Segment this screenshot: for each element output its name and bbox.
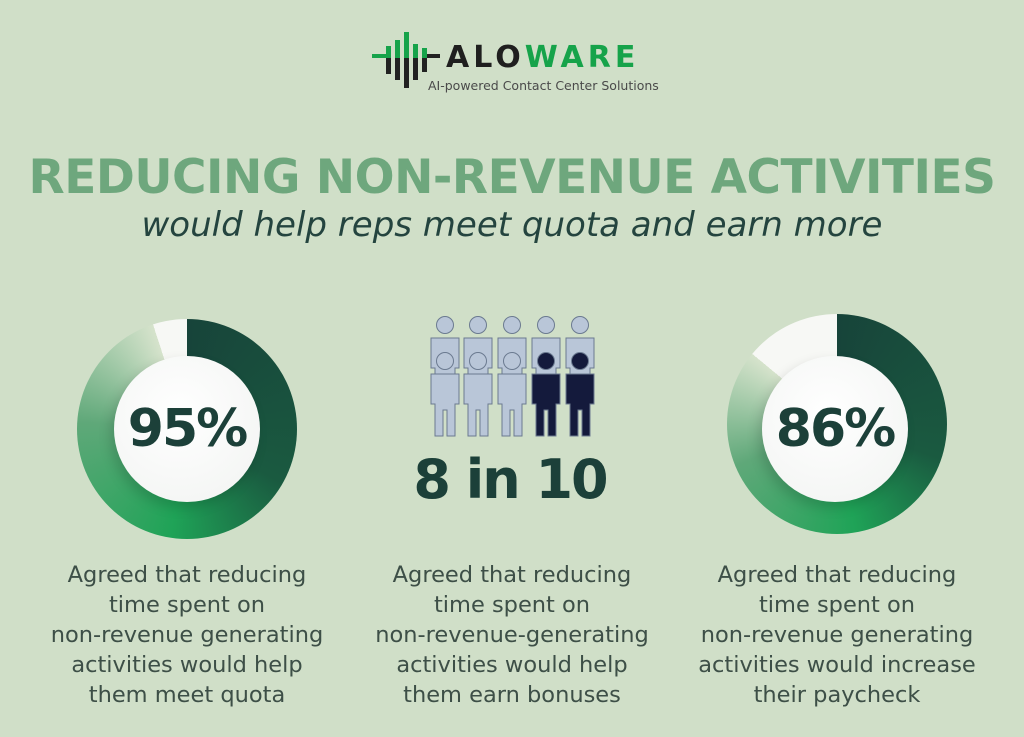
page-subtitle: would help reps meet quota and earn more xyxy=(141,205,883,245)
logo-tagline: AI-powered Contact Center Solutions xyxy=(428,78,659,93)
logo-word-dark: ALO xyxy=(446,40,525,75)
donut-center-label: 86% xyxy=(762,356,908,502)
caption-line: non-revenue-generating xyxy=(375,622,649,648)
caption-line: activities would increase xyxy=(698,652,976,678)
page-title: REDUCING NON-REVENUE ACTIVITIES xyxy=(28,150,996,205)
caption-line: time spent on xyxy=(433,592,591,618)
caption-line: non-revenue generating xyxy=(50,622,324,648)
person-icon xyxy=(565,352,595,437)
caption-line: Agreed that reducing xyxy=(717,562,957,588)
stat-ratio: 8 in 10 xyxy=(413,448,608,511)
logo-wordmark: ALOWARE xyxy=(446,40,639,75)
person-icon xyxy=(430,352,460,437)
person-icon xyxy=(531,352,561,437)
people-pictogram xyxy=(430,316,595,437)
person-icon xyxy=(497,352,527,437)
logo-word-green: WARE xyxy=(524,40,640,75)
logo-waveform-icon xyxy=(372,32,440,88)
caption-line: activities would help xyxy=(396,652,628,678)
caption-line: time spent on xyxy=(758,592,916,618)
caption-line: activities would help xyxy=(71,652,303,678)
caption-line: them meet quota xyxy=(88,682,286,708)
caption-line: them earn bonuses xyxy=(403,682,621,708)
caption-line: Agreed that reducing xyxy=(392,562,632,588)
caption-line: non-revenue generating xyxy=(700,622,974,648)
caption-1: Agreed that reducing time spent on non-rev… xyxy=(37,560,337,710)
caption-line: Agreed that reducing xyxy=(67,562,307,588)
person-icon xyxy=(463,352,493,437)
donut-center-label: 95% xyxy=(114,356,260,502)
caption-3: Agreed that reducing time spent on non-rev… xyxy=(687,560,987,710)
caption-line: time spent on xyxy=(108,592,266,618)
caption-line: their paycheck xyxy=(753,682,921,708)
caption-2: Agreed that reducing time spent on non-rev… xyxy=(362,560,662,710)
